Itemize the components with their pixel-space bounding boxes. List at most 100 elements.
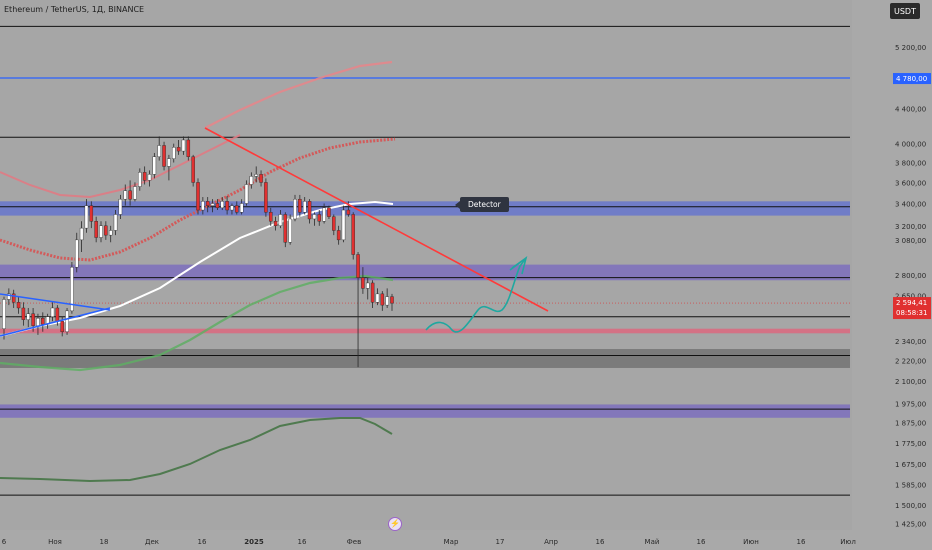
x-tick-label: 17: [496, 538, 505, 546]
y-tick-label: 4 400,00: [895, 106, 926, 114]
y-tick-label: 2 220,00: [895, 357, 926, 365]
candle-body: [31, 313, 35, 326]
candle-body: [94, 221, 98, 238]
y-tick-label: 3 600,00: [895, 179, 926, 187]
symbol-title: Ethereum / TetherUS, 1Д, BINANCE: [4, 5, 145, 14]
candle-body: [89, 205, 94, 222]
candle-body: [283, 214, 288, 243]
candle-body: [176, 147, 181, 152]
candle-body: [128, 190, 132, 200]
zone-blue-0: [0, 201, 850, 216]
candle-body: [147, 174, 152, 181]
candle-body: [99, 225, 103, 238]
fib-lines-layer: 1,310,8120,6180,50,3820,2360: [0, 22, 878, 500]
y-tick-label: 1 775,00: [895, 440, 926, 448]
candle-body: [346, 209, 351, 215]
candle-body: [370, 282, 375, 303]
x-tick-label: Фев: [347, 538, 361, 546]
candle-body: [196, 182, 200, 211]
candle-body: [390, 296, 394, 304]
candle-body: [70, 266, 74, 312]
candle-body: [288, 218, 292, 243]
x-tick-label: Май: [645, 538, 660, 546]
candle-body: [11, 293, 16, 303]
candle-body: [327, 207, 331, 217]
candle-body: [254, 174, 258, 177]
candle-body: [215, 203, 220, 209]
current-price-countdown: 08:58:31: [896, 309, 927, 317]
x-tick-label: 2025: [244, 538, 264, 546]
candle-body: [65, 310, 69, 332]
candle-body: [239, 203, 244, 213]
y-tick-label: 3 080,00: [895, 237, 926, 245]
candle-body: [186, 139, 191, 157]
candle-body: [273, 221, 278, 227]
candle-body: [293, 198, 297, 220]
drawings-layer: [0, 127, 549, 337]
candle-body: [55, 307, 60, 322]
candle-body: [108, 230, 113, 236]
red-dotted-band-curve: [0, 137, 396, 262]
candle-body: [332, 216, 336, 231]
y-tick-label: 2 100,00: [895, 378, 926, 386]
candle-body: [138, 172, 142, 187]
x-tick-label: 16: [298, 538, 307, 546]
candle-body: [79, 227, 84, 241]
x-tick-label: 6: [2, 538, 7, 546]
x-tick-label: 16: [198, 538, 207, 546]
candle-body: [171, 147, 176, 159]
y-tick-label: 2 650,00: [895, 292, 926, 300]
red-trendline: [204, 127, 549, 312]
candle-body: [157, 145, 161, 157]
candle-body: [205, 201, 210, 206]
current-price-bg: [893, 297, 931, 320]
candle-body: [123, 190, 128, 200]
candles-layer: [2, 136, 394, 368]
candle-body: [60, 320, 64, 332]
x-tick-label: 16: [596, 538, 605, 546]
currency-button[interactable]: USDT: [890, 3, 920, 19]
candle-body: [191, 156, 195, 183]
candle-body: [225, 201, 229, 211]
candle-body: [351, 214, 355, 255]
lightning-icon[interactable]: ⚡: [388, 517, 402, 531]
x-tick-label: Июн: [743, 538, 759, 546]
white-ma-curve: [0, 200, 394, 337]
y-tick-label: 1 425,00: [895, 521, 926, 529]
zone-red-2: [0, 328, 850, 334]
candle-body: [249, 176, 254, 185]
price-label: 4 780,00: [896, 75, 927, 83]
candle-body: [201, 201, 205, 211]
candle-body: [317, 214, 322, 222]
green-ma-curve: [0, 274, 394, 372]
oscillator-curve: [0, 417, 393, 483]
y-tick-label: 1 875,00: [895, 420, 926, 428]
candle-body: [365, 282, 370, 289]
y-tick-label: 5 200,00: [895, 44, 926, 52]
candle-body: [26, 313, 31, 320]
candle-body: [341, 209, 346, 241]
candle-body: [41, 317, 45, 325]
price-axis: [852, 0, 932, 550]
indicator-curves-layer: [0, 60, 396, 483]
y-tick-label: 3 400,00: [895, 200, 926, 208]
candle-body: [230, 205, 234, 211]
x-tick-label: 16: [697, 538, 706, 546]
candle-body: [7, 293, 11, 300]
x-tick-label: 16: [797, 538, 806, 546]
candle-body: [268, 212, 273, 222]
y-tick-label: 2 800,00: [895, 272, 926, 280]
y-tick-label: 3 200,00: [895, 223, 926, 231]
candle-body: [312, 214, 317, 220]
candle-body: [278, 214, 283, 227]
candle-body: [74, 239, 79, 268]
candle-body: [16, 302, 21, 309]
forecast-path: [425, 257, 527, 333]
candle-body: [220, 201, 225, 209]
candle-body: [307, 201, 312, 220]
y-tick-label: 3 800,00: [895, 160, 926, 168]
candle-body: [118, 198, 123, 215]
upper-band-curve: [204, 60, 393, 129]
